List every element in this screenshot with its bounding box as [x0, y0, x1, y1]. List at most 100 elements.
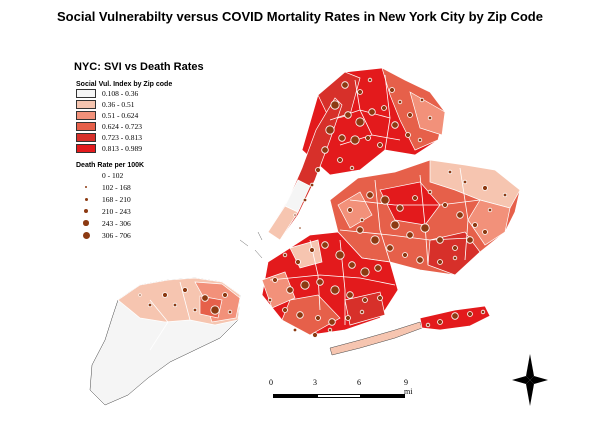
death-rate-symbol	[286, 286, 294, 294]
zip-manhattan-upper	[284, 179, 311, 213]
death-rate-symbol	[192, 307, 198, 313]
death-rate-symbol	[321, 146, 329, 154]
death-rate-symbol	[138, 293, 142, 297]
death-rate-symbol	[359, 217, 365, 223]
death-rate-symbol	[391, 121, 399, 129]
death-rate-symbol	[302, 197, 308, 203]
death-rate-symbol	[482, 229, 488, 235]
death-rate-label: 102 - 168	[102, 182, 131, 192]
svi-legend-item: 0.624 - 0.723	[76, 121, 226, 132]
death-rate-symbol	[328, 318, 336, 326]
death-rate-symbol	[300, 280, 310, 290]
death-rate-symbol	[416, 256, 424, 264]
death-rate-symbol	[502, 192, 508, 198]
scale-tick-9: 9 mi	[404, 378, 413, 396]
death-rate-label: 243 - 306	[102, 218, 131, 228]
death-rate-symbol	[377, 142, 383, 148]
death-legend-item: 306 - 706	[76, 229, 226, 241]
svi-legend-item: 0.51 - 0.624	[76, 110, 226, 121]
death-rate-symbol	[480, 309, 486, 315]
death-rate-symbol	[292, 327, 298, 333]
death-rate-symbol	[390, 220, 400, 230]
death-rate-symbol	[419, 97, 425, 103]
death-rate-symbol	[344, 111, 352, 119]
death-rate-dot	[83, 208, 89, 214]
scale-tick-3: 3	[313, 378, 317, 387]
svi-legend-item: 0.108 - 0.36	[76, 88, 226, 99]
death-rate-symbol	[427, 189, 433, 195]
death-rate-symbol	[406, 231, 414, 239]
death-rate-symbol	[312, 332, 318, 338]
map-title: Social Vulnerabilty versus COVID Mortali…	[57, 9, 543, 24]
death-rate-symbol	[272, 277, 278, 283]
death-rate-symbol	[362, 297, 368, 303]
death-rate-symbol	[346, 291, 354, 299]
scale-segment-1	[273, 394, 317, 398]
death-rate-label: 168 - 210	[102, 194, 131, 204]
death-rate-label: 210 - 243	[102, 206, 131, 216]
death-rate-symbol	[405, 132, 411, 138]
zip-manhattan-midtown	[267, 205, 299, 241]
legend: NYC: SVI vs Death Rates Social Vul. Inde…	[66, 61, 226, 241]
death-rate-symbol	[452, 255, 458, 261]
death-rate-symbol	[356, 226, 364, 234]
svi-label: 0.51 - 0.624	[102, 111, 139, 120]
death-legend-item: 102 - 168	[76, 181, 226, 193]
death-rate-symbol	[321, 241, 329, 249]
svi-label: 0.624 - 0.723	[102, 122, 142, 131]
coastline	[239, 231, 263, 259]
death-rate-symbol	[201, 294, 209, 302]
death-rate-symbol	[374, 264, 382, 272]
death-rate-symbol	[282, 307, 288, 313]
zip-brooklyn-south	[281, 294, 341, 336]
death-rate-symbol	[437, 259, 443, 265]
death-rate-symbol	[295, 259, 301, 265]
death-rate-symbol	[467, 311, 473, 317]
death-rate-symbol	[466, 236, 474, 244]
zip-code-polygons	[89, 67, 521, 406]
svi-swatch	[76, 144, 96, 153]
zip-queens-east	[467, 199, 511, 246]
death-rate-symbol	[462, 179, 468, 185]
death-rate-symbol	[309, 182, 315, 188]
death-rate-symbol	[417, 137, 423, 143]
death-legend-title: Death Rate per 100K	[76, 162, 145, 169]
death-rate-dot	[83, 196, 89, 202]
death-rate-symbol	[377, 295, 383, 301]
svi-swatch	[76, 89, 96, 98]
svi-swatch	[76, 111, 96, 120]
svi-legend-item: 0.723 - 0.813	[76, 132, 226, 143]
death-rate-symbol	[487, 207, 493, 213]
zip-bronx-northeast	[409, 91, 446, 136]
death-rate-symbol	[447, 169, 453, 175]
death-rate-label: 0 - 102	[102, 170, 124, 180]
svi-legend-item: 0.36 - 0.51	[76, 99, 226, 110]
death-rate-symbol	[386, 244, 394, 252]
death-rate-symbol	[436, 236, 444, 244]
death-rate-symbol	[315, 167, 321, 173]
svi-swatch	[76, 100, 96, 109]
death-rate-symbol	[407, 112, 413, 118]
death-rate-legend: 0 - 102 102 - 168 168 - 210 210 - 243 243 - …	[66, 169, 226, 241]
death-rate-symbol	[452, 245, 458, 251]
death-rate-symbol	[172, 302, 178, 308]
death-rate-symbol	[327, 327, 333, 333]
legend-title: NYC: SVI vs Death Rates	[74, 61, 204, 73]
death-rate-symbol	[348, 261, 356, 269]
death-rate-label: 306 - 706	[102, 230, 131, 240]
death-rate-symbol	[227, 309, 233, 315]
svi-legend-title: Social Vul. Index by Zip code	[76, 81, 173, 88]
death-rate-dot	[81, 230, 91, 240]
death-rate-symbol	[397, 99, 403, 105]
death-rate-symbol	[427, 115, 433, 121]
svi-swatch	[76, 133, 96, 142]
death-rate-symbol	[451, 312, 459, 320]
death-rate-symbol	[316, 278, 324, 286]
scale-segment-2	[317, 394, 361, 398]
zip-queens-central	[379, 181, 441, 226]
north-arrow-icon	[512, 354, 548, 406]
death-rate-symbol	[482, 185, 488, 191]
death-rate-symbol	[425, 322, 431, 328]
death-rate-symbol	[350, 135, 360, 145]
death-rate-symbol	[456, 211, 464, 219]
